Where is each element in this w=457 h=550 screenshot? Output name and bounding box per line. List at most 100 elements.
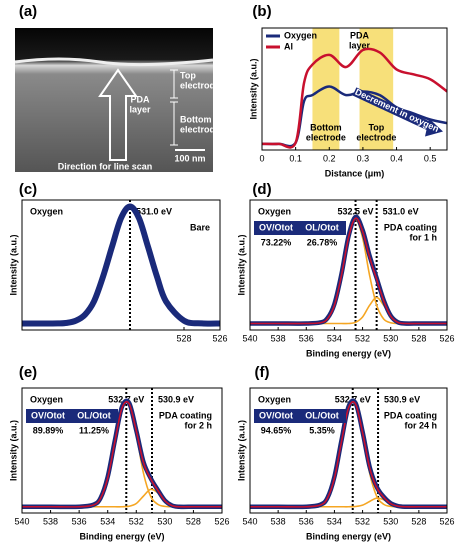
panel-label: (d) [252, 181, 271, 198]
x-tick-label: 536 [72, 516, 87, 526]
x-tick-label: 534 [327, 516, 342, 526]
image-label: electrode [180, 124, 220, 134]
scale-bar-label: 100 nm [174, 153, 205, 163]
annotation: PDA coating [384, 410, 437, 420]
x-tick-label: 526 [439, 333, 454, 343]
x-axis-label: Binding energy (eV) [306, 531, 391, 541]
annotation: for 24 h [404, 420, 437, 430]
x-tick-label: 536 [299, 333, 314, 343]
panel-label: (f) [255, 364, 270, 381]
ratio-header: OV/Otot [31, 410, 65, 420]
x-axis-label: Binding energy (eV) [306, 348, 391, 358]
x-tick-label: 534 [100, 516, 115, 526]
layer-brackets [170, 69, 178, 146]
panel-label: (e) [19, 364, 37, 381]
annotation: PDA coating [384, 222, 437, 232]
ratio-header: OV/Otot [259, 222, 293, 232]
plot-frame [21, 387, 223, 514]
ratio-header: OL/Otot [305, 410, 339, 420]
band-title: layer [349, 40, 371, 50]
trend-arrow [352, 87, 435, 133]
x-tick-label: 0 [259, 153, 264, 163]
series-line [22, 488, 222, 508]
annotation: Oxygen [258, 394, 291, 404]
y-axis-label: Intensity (a.u.) [236, 420, 246, 481]
ratio-header: OL/Otot [305, 222, 339, 232]
annotation: Bare [190, 222, 210, 232]
annotation: PDA coating [159, 410, 212, 420]
plot-frame [261, 27, 448, 151]
sem-photo [15, 28, 213, 172]
x-tick-label: 536 [299, 516, 314, 526]
ratio-header: OL/Otot [77, 410, 111, 420]
y-axis-label: Intensity (a.u.) [236, 234, 246, 295]
y-axis-label: Intensity (a.u.) [8, 234, 18, 295]
x-tick-label: 526 [214, 516, 229, 526]
y-axis-label: Intensity (a.u.) [248, 58, 258, 119]
series-line [250, 401, 447, 508]
x-tick-label: 530 [157, 516, 172, 526]
image-label: layer [129, 104, 151, 114]
x-tick-label: 0.1 [289, 153, 302, 163]
image-label: Bottom [180, 114, 212, 124]
marker-label: 530.9 eV [158, 394, 194, 404]
x-tick-label: 0.5 [424, 153, 437, 163]
x-tick-label: 540 [242, 333, 257, 343]
band-label: Top [368, 122, 384, 132]
marker-label: 531.0 eV [136, 206, 172, 216]
series-line [250, 296, 447, 325]
panel-label: (c) [19, 181, 37, 198]
image-label: electrode [180, 80, 220, 90]
x-tick-label: 530 [383, 516, 398, 526]
x-tick-label: 540 [242, 516, 257, 526]
legend-label: Al [284, 41, 293, 51]
scan-arrow [98, 68, 138, 161]
ratio-value: 11.25% [79, 425, 109, 435]
ratio-header-bg [254, 221, 346, 235]
x-tick-label: 0.2 [323, 153, 336, 163]
x-axis-label: Distance (μm) [325, 168, 385, 178]
annotation: Oxygen [30, 394, 63, 404]
annotation: for 1 h [409, 232, 437, 242]
x-axis-label: Binding energy (eV) [79, 531, 164, 541]
x-tick-label: 540 [14, 516, 29, 526]
band-title: PDA [350, 30, 370, 40]
ratio-header-bg [254, 409, 346, 423]
trend-arrow-head [425, 118, 443, 137]
band-label: electrode [306, 132, 346, 142]
y-axis-label: Intensity (a.u.) [8, 420, 18, 481]
x-tick-label: 528 [411, 333, 426, 343]
panel-label: (b) [252, 3, 271, 20]
series-line [250, 217, 447, 325]
annotation: for 2 h [184, 420, 212, 430]
x-tick-label: 530 [383, 333, 398, 343]
x-tick-label: 528 [411, 516, 426, 526]
image-label: Top [180, 70, 196, 80]
plot-frame [21, 199, 221, 331]
x-tick-label: 532 [355, 333, 370, 343]
ratio-header-bg [26, 409, 118, 423]
series-line [262, 47, 447, 149]
series-line [22, 400, 222, 508]
ratio-value: 94.65% [261, 425, 292, 435]
x-tick-label: 0.4 [390, 153, 403, 163]
chart-panel: 531.0 eV 528 526 Intensity (a.u.) Oxygen Bare [8, 199, 228, 343]
x-tick-label: 538 [271, 333, 286, 343]
marker-label: 531.0 eV [383, 206, 419, 216]
band-label: Bottom [310, 122, 342, 132]
ratio-header: OV/Otot [259, 410, 293, 420]
x-tick-label: 526 [439, 516, 454, 526]
x-tick-label: 538 [43, 516, 58, 526]
x-tick-label: 526 [212, 333, 227, 343]
chart-panel: 532.5 eV 531.0 eV 540 538 536 534 532 530 528 526… [236, 199, 455, 358]
plot-frame [249, 199, 448, 331]
sem-image [14, 28, 214, 172]
scan-direction-label: Direction for line scan [58, 161, 153, 171]
series-line [22, 203, 220, 327]
x-tick-label: 532 [355, 516, 370, 526]
annotation: Oxygen [30, 206, 63, 216]
